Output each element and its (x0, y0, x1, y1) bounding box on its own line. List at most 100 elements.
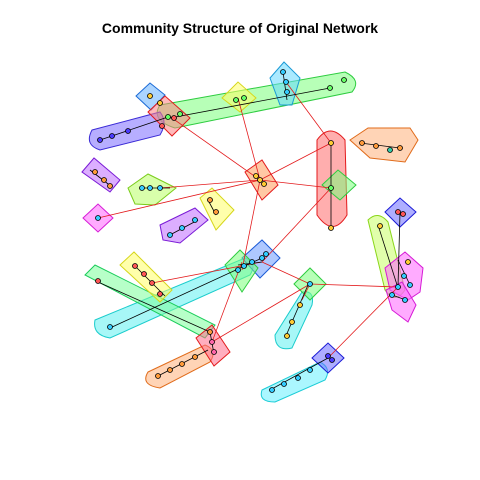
community-hull-red-bottom (195, 324, 231, 367)
node (377, 223, 383, 229)
chart-title: Community Structure of Original Network (101, 20, 379, 36)
community-hull-purple-mid (159, 207, 209, 244)
edge (241, 179, 261, 271)
node (132, 263, 138, 269)
node (165, 114, 171, 120)
node (328, 185, 334, 191)
community-hull-green-diamond (321, 169, 357, 201)
inter-community-edges (97, 81, 399, 359)
node (207, 197, 213, 203)
node (149, 280, 155, 286)
node (211, 349, 217, 355)
edge (284, 284, 309, 339)
edge (301, 283, 311, 301)
node (327, 85, 333, 91)
edge (159, 179, 261, 189)
node (359, 140, 365, 146)
node (207, 329, 213, 335)
node (395, 284, 401, 290)
edge (169, 87, 331, 119)
node (179, 361, 185, 367)
node (257, 177, 263, 183)
edge (211, 261, 243, 343)
node (179, 225, 185, 231)
node (389, 292, 395, 298)
node (387, 147, 393, 153)
edge (309, 283, 399, 288)
node (405, 259, 411, 265)
node (147, 185, 153, 191)
node (192, 354, 198, 360)
edge (259, 179, 332, 189)
node (167, 367, 173, 373)
node (297, 302, 303, 308)
node (159, 123, 165, 129)
node (95, 215, 101, 221)
node (400, 211, 406, 217)
node (141, 271, 147, 277)
node (328, 225, 334, 231)
node (241, 263, 247, 269)
node (97, 137, 103, 143)
node (177, 111, 183, 117)
node (249, 259, 255, 265)
node (192, 217, 198, 223)
edge (397, 259, 411, 286)
node (295, 375, 301, 381)
node (328, 140, 334, 146)
edge (259, 142, 332, 181)
community-hull-cyan-bottom (260, 361, 329, 403)
edge (285, 81, 332, 144)
edge (211, 283, 311, 343)
node (253, 173, 259, 179)
community-hull-orange-bottom (145, 344, 214, 389)
edge (359, 142, 401, 149)
node (329, 357, 335, 363)
edge (269, 357, 329, 391)
edge (237, 97, 261, 181)
node (125, 128, 131, 134)
node (147, 93, 153, 99)
node (107, 183, 113, 189)
node (171, 115, 177, 121)
node (407, 282, 413, 288)
node (209, 339, 215, 345)
node (325, 353, 331, 359)
node (284, 333, 290, 339)
edge (397, 211, 401, 288)
node (157, 291, 163, 297)
edge (282, 71, 288, 101)
node (307, 367, 313, 373)
network-nodes (92, 69, 413, 393)
node (92, 169, 98, 175)
node (401, 273, 407, 279)
edge (261, 187, 332, 263)
node (395, 209, 401, 215)
node (235, 267, 241, 273)
node (261, 181, 267, 187)
node (157, 185, 163, 191)
node (307, 281, 313, 287)
community-hull-orange-right (349, 127, 419, 163)
edge (327, 286, 399, 359)
community-hulls (81, 61, 424, 403)
node (283, 79, 289, 85)
node (95, 278, 101, 284)
node (233, 97, 239, 103)
node (280, 69, 286, 75)
community-hull-yellow-small-top (221, 81, 257, 113)
node (269, 387, 275, 393)
node (289, 319, 295, 325)
community-hull-purple-left (81, 157, 121, 193)
node (109, 133, 115, 139)
node (139, 185, 145, 191)
node (263, 251, 269, 257)
node (101, 177, 107, 183)
node (402, 297, 408, 303)
node (213, 209, 219, 215)
node (167, 232, 173, 238)
node (157, 100, 163, 106)
edge (97, 281, 211, 333)
node (284, 89, 290, 95)
node (241, 95, 247, 101)
